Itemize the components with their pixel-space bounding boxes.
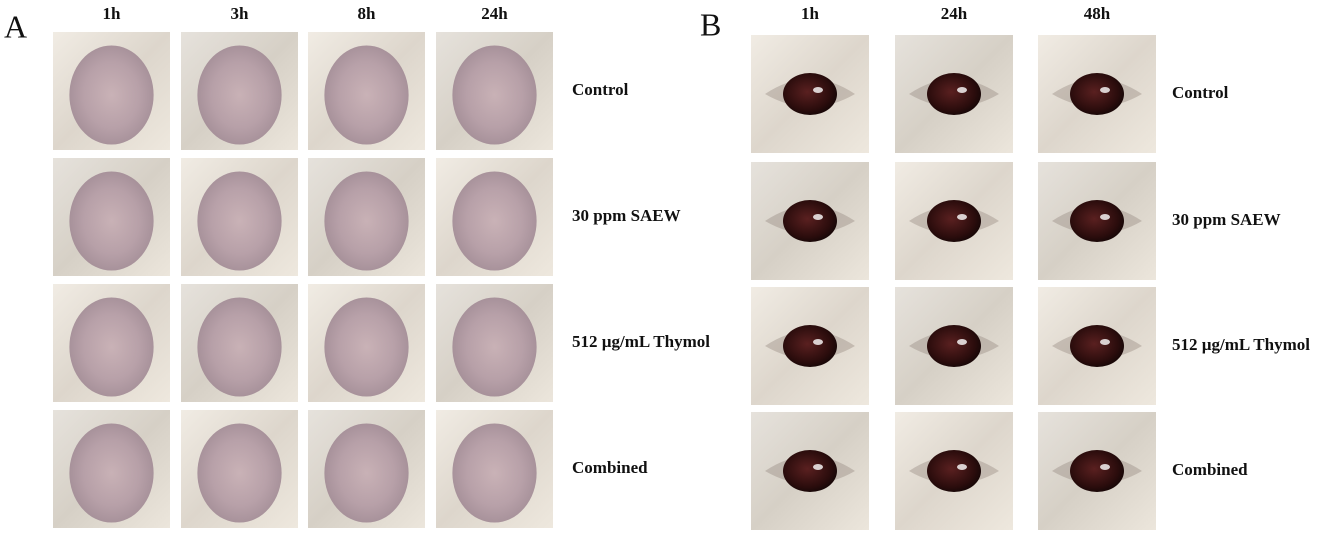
column-header: 24h	[481, 4, 508, 23]
eye-highlight	[1100, 87, 1110, 93]
column-header: 8h	[358, 4, 377, 23]
shaved-skin	[69, 423, 154, 523]
eye-photo	[751, 287, 869, 405]
shaved-skin	[69, 171, 154, 271]
eye	[927, 200, 981, 242]
row-label: 512 µg/mL Thymol	[572, 332, 710, 351]
column-header: 3h	[231, 4, 250, 23]
eye-highlight	[957, 87, 967, 93]
panel-letter: B	[700, 6, 721, 42]
skin-photo	[53, 32, 170, 150]
row-label: 512 µg/mL Thymol	[1172, 335, 1310, 354]
skin-photo	[436, 158, 553, 276]
eye-photo	[751, 162, 869, 280]
skin-photo	[436, 32, 553, 150]
eye-photo	[1038, 287, 1156, 405]
shaved-skin	[324, 423, 409, 523]
column-header: 1h	[801, 4, 820, 23]
eye-highlight	[813, 214, 823, 220]
eye	[783, 325, 837, 367]
shaved-skin	[452, 45, 537, 145]
shaved-skin	[69, 297, 154, 397]
eye-photo	[895, 35, 1013, 153]
eye-highlight	[813, 464, 823, 470]
eye	[1070, 450, 1124, 492]
eye-photo	[1038, 35, 1156, 153]
eye-photo	[895, 287, 1013, 405]
skin-photo	[53, 284, 170, 402]
row-label: Combined	[572, 458, 648, 477]
row-label: Control	[1172, 83, 1229, 102]
shaved-skin	[452, 297, 537, 397]
skin-photo	[181, 284, 298, 402]
eye	[1070, 73, 1124, 115]
column-header: 48h	[1084, 4, 1111, 23]
row-label: Control	[572, 80, 629, 99]
eye	[783, 450, 837, 492]
panel-letter: A	[4, 8, 27, 44]
eye-photo	[895, 162, 1013, 280]
eye	[927, 73, 981, 115]
shaved-skin	[197, 171, 282, 271]
eye	[927, 325, 981, 367]
shaved-skin	[324, 45, 409, 145]
column-header: 1h	[103, 4, 122, 23]
column-header: 24h	[941, 4, 968, 23]
skin-photo	[181, 158, 298, 276]
eye	[1070, 325, 1124, 367]
eye-highlight	[957, 339, 967, 345]
eye	[1070, 200, 1124, 242]
eye-highlight	[813, 339, 823, 345]
eye-photo	[751, 35, 869, 153]
eye-photo	[751, 412, 869, 530]
skin-photo	[308, 410, 425, 528]
shaved-skin	[197, 45, 282, 145]
skin-photo	[181, 410, 298, 528]
shaved-skin	[197, 423, 282, 523]
eye-highlight	[1100, 464, 1110, 470]
eye-highlight	[957, 464, 967, 470]
eye-highlight	[957, 214, 967, 220]
row-label: Combined	[1172, 460, 1248, 479]
skin-photo	[436, 284, 553, 402]
skin-photo	[53, 410, 170, 528]
eye-photo	[895, 412, 1013, 530]
row-label: 30 ppm SAEW	[1172, 210, 1281, 229]
skin-photo	[181, 32, 298, 150]
eye-photo	[1038, 412, 1156, 530]
eye	[783, 73, 837, 115]
eye-highlight	[813, 87, 823, 93]
skin-photo	[308, 32, 425, 150]
skin-photo	[308, 158, 425, 276]
skin-photo	[53, 158, 170, 276]
eye-photo	[1038, 162, 1156, 280]
eye	[927, 450, 981, 492]
shaved-skin	[324, 171, 409, 271]
shaved-skin	[69, 45, 154, 145]
shaved-skin	[324, 297, 409, 397]
shaved-skin	[197, 297, 282, 397]
skin-photo	[436, 410, 553, 528]
eye-highlight	[1100, 339, 1110, 345]
eye-highlight	[1100, 214, 1110, 220]
skin-photo	[308, 284, 425, 402]
eye	[783, 200, 837, 242]
shaved-skin	[452, 423, 537, 523]
row-label: 30 ppm SAEW	[572, 206, 681, 225]
shaved-skin	[452, 171, 537, 271]
